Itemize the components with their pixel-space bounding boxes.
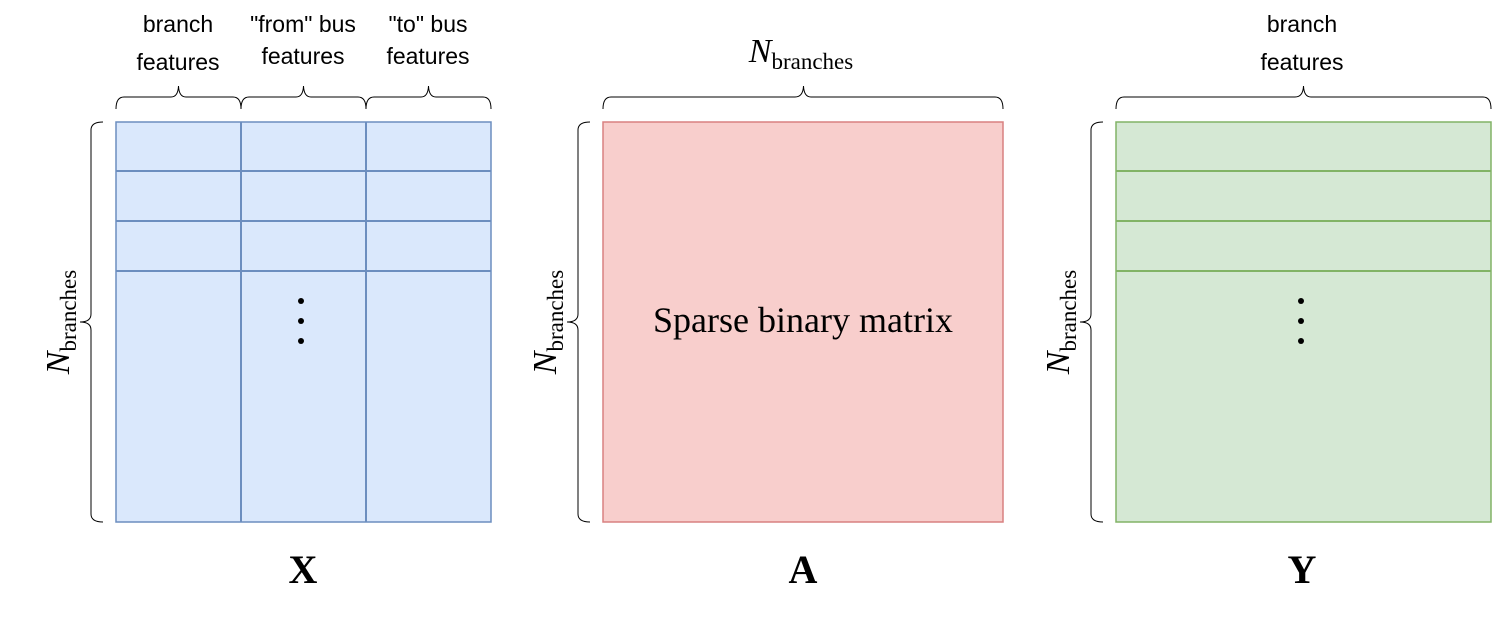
brace-y-cols	[1115, 85, 1492, 110]
brace-x-rows	[79, 121, 104, 523]
matrix-x-ellipsis	[298, 298, 304, 344]
y-rows-dimension-label: Nbranches	[1040, 270, 1081, 375]
x-col-header-branch-line2: features	[136, 49, 219, 75]
x-col-header-branch-line1: branch	[143, 11, 213, 37]
brace-x-col3	[365, 85, 492, 110]
matrix-x-label: X	[289, 547, 318, 592]
brace-y-rows	[1079, 121, 1104, 523]
matrix-y-ellipsis	[1298, 298, 1304, 344]
matrix-a-body	[602, 121, 1004, 523]
matrix-a: Sparse binary matrix Nbranches Nbranches…	[527, 33, 1004, 592]
x-rows-dimension-label: Nbranches	[40, 270, 81, 375]
matrix-a-label: A	[789, 547, 818, 592]
x-col-header-to-line2: features	[386, 43, 469, 69]
x-col-header-from-line2: features	[261, 43, 344, 69]
brace-x-col2	[240, 85, 367, 110]
brace-a-cols	[602, 85, 1004, 110]
y-col-header-line2: features	[1260, 49, 1343, 75]
matrix-y: branch features Nbranches Y	[1040, 11, 1492, 592]
matrix-x: branch features "from" bus features "to"…	[40, 11, 492, 592]
matrix-a-center-text: Sparse binary matrix	[653, 300, 953, 340]
a-rows-dimension-label: Nbranches	[527, 270, 568, 375]
a-cols-dimension-label: Nbranches	[748, 33, 853, 74]
brace-a-rows	[566, 121, 591, 523]
brace-x-col1	[115, 85, 242, 110]
x-col-header-to-line1: "to" bus	[389, 11, 468, 37]
x-col-header-from-line1: "from" bus	[250, 11, 356, 37]
matrix-y-label: Y	[1288, 547, 1317, 592]
y-col-header-line1: branch	[1267, 11, 1337, 37]
